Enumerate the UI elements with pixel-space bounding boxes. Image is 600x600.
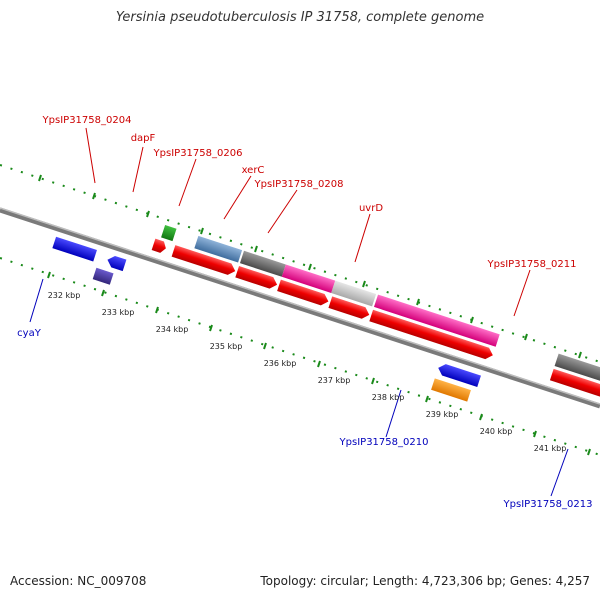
leader-ypsip-0208 — [267, 189, 298, 234]
label-cyay: cyaY — [17, 328, 42, 339]
gene-uvrd[interactable] — [373, 294, 500, 347]
cds-arrow[interactable] — [549, 368, 600, 403]
tick-label: 240 kbp — [480, 427, 513, 436]
genome-backbone-highlight — [0, 207, 600, 405]
tick-label: 232 kbp — [48, 291, 81, 300]
cds-arrow-reverse[interactable] — [436, 362, 481, 387]
gene-ypsip-0206[interactable] — [239, 250, 286, 277]
tick-labels: 232 kbp 233 kbp 234 kbp 235 kbp 236 kbp 237 k… — [48, 291, 567, 453]
leader-ypsip-0210 — [385, 389, 402, 438]
tick-label: 239 kbp — [426, 410, 459, 419]
tick-label: 235 kbp — [210, 342, 243, 351]
feature-track — [52, 224, 600, 403]
genome-title: Yersinia pseudotuberculosis IP 31758, co… — [115, 10, 485, 25]
cds-arrow[interactable] — [328, 296, 371, 320]
gene-xerc[interactable] — [281, 264, 336, 293]
genome-backbone — [0, 207, 600, 409]
label-xerc: xerC — [242, 165, 265, 176]
leader-xerc — [223, 175, 252, 220]
label-ypsip-0211: YpsIP31758_0211 — [487, 259, 577, 270]
tick-label: 238 kbp — [372, 393, 405, 402]
gene-dapf[interactable] — [194, 235, 243, 263]
tick-label: 233 kbp — [102, 308, 135, 317]
leader-dapf — [132, 146, 144, 193]
cds-arrow-reverse[interactable] — [106, 254, 127, 272]
label-ypsip-0208: YpsIP31758_0208 — [254, 179, 344, 190]
gene-ypsip-0211[interactable] — [554, 353, 600, 389]
cds-arrow[interactable] — [369, 309, 494, 361]
cds-arrow[interactable] — [171, 245, 238, 277]
gene-cyay-region[interactable] — [52, 236, 97, 262]
tick-label: 241 kbp — [534, 444, 567, 453]
gene-ypsip-0208[interactable] — [331, 280, 377, 307]
cds-arrow[interactable] — [235, 265, 279, 290]
upper-guide-ticks — [38, 174, 582, 359]
leader-ypsip-0211 — [513, 269, 531, 317]
cds-arrow[interactable] — [277, 279, 330, 308]
leader-ypsip-0206 — [178, 158, 197, 207]
genome-summary-text: Topology: circular; Length: 4,723,306 bp… — [260, 574, 590, 588]
leader-ypsip-0204 — [85, 127, 96, 184]
label-ypsip-0210: YpsIP31758_0210 — [339, 437, 429, 448]
accession-text: Accession: NC_009708 — [10, 574, 147, 588]
tick-label: 237 kbp — [318, 376, 351, 385]
lower-guide-ticks — [47, 271, 591, 456]
leader-cyay — [29, 278, 44, 323]
label-ypsip-0204: YpsIP31758_0204 — [42, 115, 132, 126]
gene-ypsip-0204[interactable] — [161, 224, 177, 242]
tick-label: 236 kbp — [264, 359, 297, 368]
label-ypsip-0213: YpsIP31758_0213 — [503, 499, 593, 510]
gene-ypsip-0210[interactable] — [431, 378, 471, 402]
label-dapf: dapF — [131, 133, 156, 144]
leader-uvrd — [354, 213, 371, 263]
label-ypsip-0206: YpsIP31758_0206 — [153, 148, 243, 159]
leader-ypsip-0213 — [550, 448, 569, 497]
gene-cyay[interactable] — [92, 267, 114, 285]
tick-label: 234 kbp — [156, 325, 189, 334]
label-uvrd: uvrD — [359, 203, 383, 214]
cds-arrow[interactable] — [151, 238, 168, 254]
